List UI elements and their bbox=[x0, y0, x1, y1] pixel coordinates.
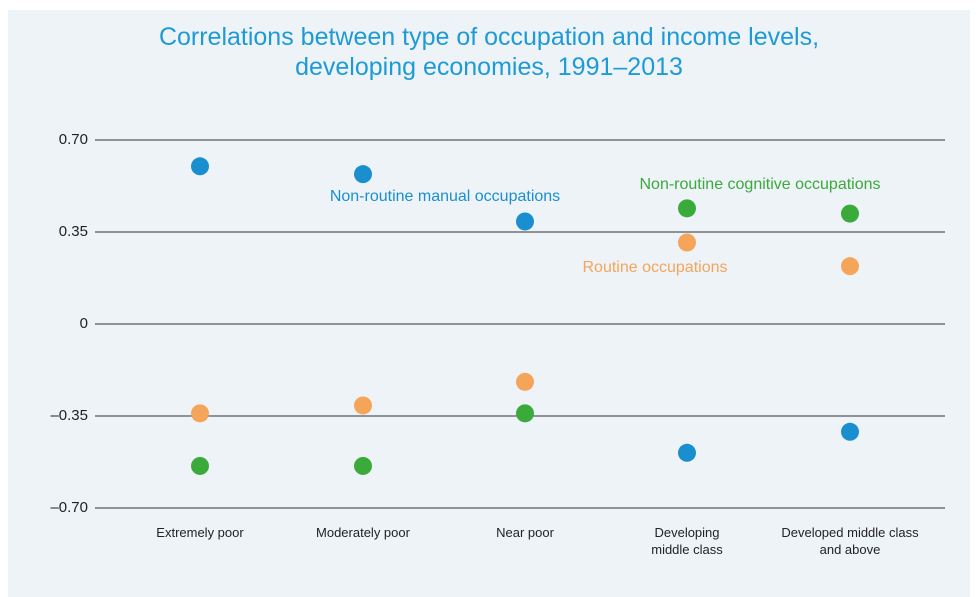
dot bbox=[841, 422, 859, 441]
dot bbox=[678, 199, 696, 218]
dot bbox=[516, 212, 534, 231]
y-tick-label: 0.70 bbox=[59, 131, 88, 148]
series-label: Non-routine cognitive occupations bbox=[639, 176, 880, 193]
panel bbox=[8, 10, 970, 597]
series-label: Non-routine manual occupations bbox=[330, 188, 560, 205]
dot bbox=[354, 456, 372, 475]
chart-title: Correlations between type of occupation … bbox=[158, 23, 820, 81]
series-label: Routine occupations bbox=[583, 259, 728, 276]
dot bbox=[354, 165, 372, 184]
dot bbox=[678, 443, 696, 462]
dot bbox=[191, 404, 209, 423]
y-tick-label: –0.70 bbox=[50, 499, 88, 516]
dot bbox=[516, 372, 534, 391]
dot bbox=[191, 157, 209, 176]
x-tick-label: Developed middle class and above bbox=[781, 525, 919, 557]
x-tick-label: Near poor bbox=[496, 525, 554, 540]
y-tick-label: 0 bbox=[80, 315, 88, 332]
dot bbox=[191, 456, 209, 475]
x-tick-label: Extremely poor bbox=[156, 525, 244, 540]
dot bbox=[841, 257, 859, 276]
dot bbox=[516, 404, 534, 423]
dot bbox=[841, 204, 859, 223]
y-tick-label: 0.35 bbox=[59, 223, 88, 240]
x-tick-label: Developing middle class bbox=[651, 525, 723, 557]
y-tick-label: –0.35 bbox=[50, 407, 88, 424]
dot bbox=[354, 396, 372, 415]
x-tick-label: Moderately poor bbox=[316, 525, 410, 540]
dot bbox=[678, 233, 696, 252]
